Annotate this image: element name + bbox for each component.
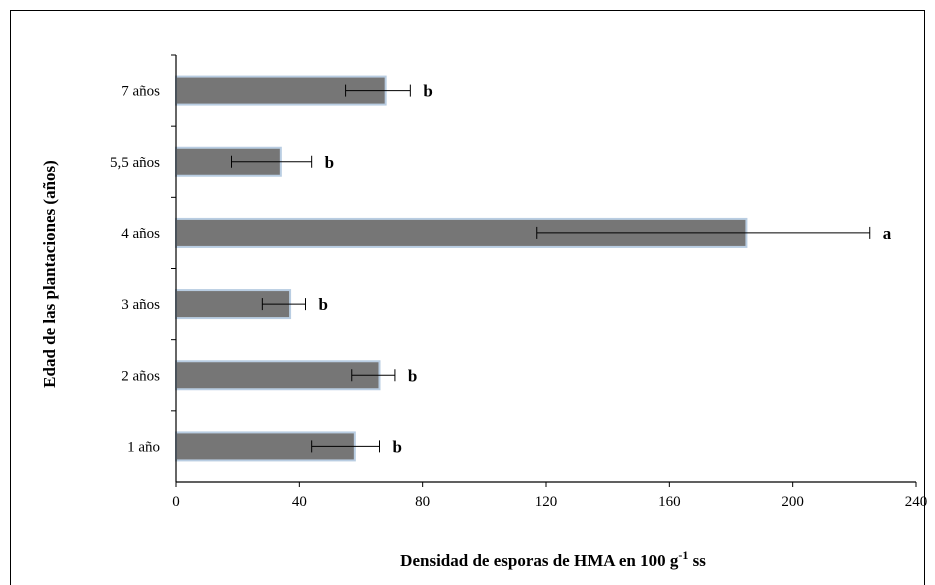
error-bar [261,298,306,311]
y-tick-label: 1 año [127,439,160,455]
x-axis-title-superscript: -1 [678,548,688,562]
bar [175,360,381,391]
significance-label: b [319,295,328,314]
x-tick-label: 200 [781,494,804,510]
significance-label: b [393,437,402,456]
bars-group [175,75,748,462]
x-tick-label: 160 [658,494,681,510]
significance-label: b [423,82,432,101]
x-tick-label: 0 [172,494,180,510]
error-bar [351,369,396,382]
x-axis-title-end: ss [688,551,706,570]
x-tick-label: 40 [292,494,307,510]
y-tick-labels-group: 7 años 5,5 años 4 años 3 años 2 años 1 año [110,84,160,456]
y-tick-label: 7 años [121,84,160,100]
error-bar [536,226,871,239]
x-axis-title: Densidad de esporas de HMA en 100 g-1 ss [400,548,706,570]
x-tick-label: 240 [905,494,928,510]
error-bars-group [231,84,871,453]
significance-labels-group: b b a b b b [319,82,892,457]
x-tick-label: 120 [535,494,558,510]
y-tick-label: 5,5 años [110,155,160,171]
x-tick-label: 80 [415,494,430,510]
y-tick-label: 2 años [121,368,160,384]
y-tick-label: 4 años [121,226,160,242]
chart-frame [10,10,925,585]
error-bar [345,84,411,97]
error-bar [231,155,313,168]
y-tick-label: 3 años [121,297,160,313]
significance-label: b [408,366,417,385]
y-axis-title: Edad de las plantaciones (años) [40,160,59,388]
error-bar [311,440,380,453]
significance-label: a [883,224,892,243]
axes-group [171,54,917,487]
x-tick-labels-group: 0 40 80 120 160 200 240 [172,494,927,510]
significance-label: b [325,153,334,172]
x-axis-title-main: Densidad de esporas de HMA en 100 g [400,551,679,570]
